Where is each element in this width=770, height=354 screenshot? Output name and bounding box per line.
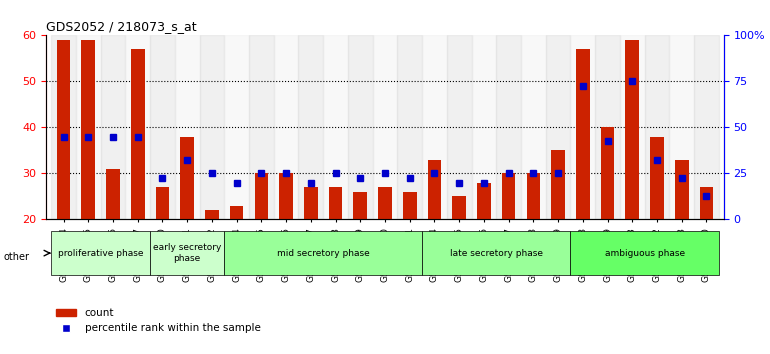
Bar <box>595 35 620 219</box>
Bar <box>180 137 194 219</box>
Bar <box>527 173 541 219</box>
Bar <box>199 35 224 219</box>
Bar <box>373 35 397 219</box>
Bar <box>304 187 317 219</box>
Bar <box>249 35 273 219</box>
Bar <box>447 35 471 219</box>
Bar <box>650 137 664 219</box>
FancyBboxPatch shape <box>150 231 224 275</box>
Bar <box>427 160 441 219</box>
Bar <box>471 35 497 219</box>
Bar <box>669 35 694 219</box>
Bar <box>521 35 546 219</box>
Bar <box>51 35 76 219</box>
Bar <box>502 173 515 219</box>
Bar <box>644 35 669 219</box>
Bar <box>422 35 447 219</box>
Bar <box>546 35 571 219</box>
Text: proliferative phase: proliferative phase <box>58 249 143 258</box>
Text: early secretory
phase: early secretory phase <box>153 244 221 263</box>
FancyBboxPatch shape <box>51 231 150 275</box>
FancyBboxPatch shape <box>422 231 571 275</box>
Bar <box>403 192 417 219</box>
FancyBboxPatch shape <box>224 231 422 275</box>
Bar <box>625 40 639 219</box>
Bar <box>378 187 392 219</box>
Bar <box>126 35 150 219</box>
Bar <box>329 187 343 219</box>
Bar <box>229 206 243 219</box>
Bar <box>453 196 466 219</box>
Bar <box>353 192 367 219</box>
Bar <box>82 40 95 219</box>
FancyBboxPatch shape <box>571 231 719 275</box>
Bar <box>205 210 219 219</box>
Bar <box>156 187 169 219</box>
Bar <box>571 35 595 219</box>
Text: late secretory phase: late secretory phase <box>450 249 543 258</box>
Bar <box>397 35 422 219</box>
Bar <box>76 35 101 219</box>
Bar <box>224 35 249 219</box>
Bar <box>620 35 644 219</box>
Legend: count, percentile rank within the sample: count, percentile rank within the sample <box>52 304 265 337</box>
Text: mid secretory phase: mid secretory phase <box>276 249 370 258</box>
Bar <box>323 35 348 219</box>
Bar <box>255 173 268 219</box>
Bar <box>576 49 590 219</box>
Bar <box>273 35 299 219</box>
Bar <box>150 35 175 219</box>
Bar <box>57 40 70 219</box>
Bar <box>175 35 199 219</box>
Text: other: other <box>4 252 30 262</box>
Bar <box>280 173 293 219</box>
Bar <box>497 35 521 219</box>
Bar <box>131 49 145 219</box>
Bar <box>299 35 323 219</box>
Text: GDS2052 / 218073_s_at: GDS2052 / 218073_s_at <box>46 20 197 33</box>
Bar <box>348 35 373 219</box>
Bar <box>675 160 688 219</box>
Bar <box>551 150 565 219</box>
Bar <box>101 35 126 219</box>
Bar <box>106 169 120 219</box>
Bar <box>694 35 719 219</box>
Bar <box>601 127 614 219</box>
Bar <box>477 183 490 219</box>
Text: ambiguous phase: ambiguous phase <box>604 249 685 258</box>
Bar <box>700 187 713 219</box>
